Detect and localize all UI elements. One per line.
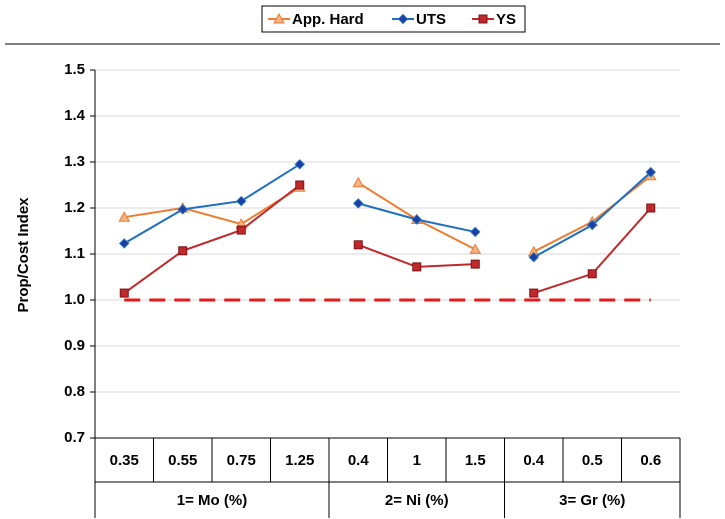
y-tick-label: 0.9 <box>64 337 85 354</box>
marker <box>397 13 409 25</box>
marker <box>353 240 363 250</box>
y-tick-label: 1.5 <box>64 61 85 78</box>
legend-label: YS <box>496 11 516 28</box>
marker <box>478 14 488 24</box>
marker <box>587 269 597 279</box>
marker <box>352 176 365 188</box>
marker <box>273 12 285 24</box>
marker <box>294 159 305 170</box>
y-tick-label: 1.4 <box>64 107 86 124</box>
marker <box>118 211 131 222</box>
series-line <box>533 171 652 259</box>
y-tick-label: 0.8 <box>64 383 85 400</box>
marker <box>177 204 188 215</box>
x-tick-label: 0.75 <box>227 452 256 469</box>
legend-label: App. Hard <box>292 11 364 28</box>
group-label: 3= Gr (%) <box>559 492 625 509</box>
series-line <box>124 186 301 226</box>
y-tick-label: 0.7 <box>64 429 85 446</box>
x-tick-label: 0.6 <box>640 452 661 469</box>
marker <box>528 252 539 263</box>
x-tick-label: 0.5 <box>582 452 603 469</box>
group-label: 2= Ni (%) <box>385 492 449 509</box>
series-line <box>123 184 301 294</box>
marker <box>412 262 422 272</box>
legend-label: UTS <box>416 11 446 28</box>
marker <box>353 198 364 209</box>
marker <box>645 166 656 178</box>
x-tick-label: 0.55 <box>168 452 197 469</box>
group-label: 1= Mo (%) <box>177 492 247 509</box>
marker <box>587 219 598 231</box>
marker <box>469 243 482 254</box>
x-tick-label: 0.4 <box>523 452 545 469</box>
y-tick-label: 1.0 <box>64 291 85 308</box>
marker <box>119 238 130 249</box>
y-tick-label: 1.1 <box>64 245 85 262</box>
marker <box>295 180 305 190</box>
y-tick-label: 1.3 <box>64 153 85 170</box>
series-line <box>123 163 301 245</box>
y-axis-title: Prop/Cost Index <box>15 197 32 313</box>
marker <box>119 288 129 298</box>
x-tick-label: 0.4 <box>348 452 370 469</box>
x-tick-label: 1.25 <box>285 452 314 469</box>
y-tick-label: 1.2 <box>64 199 85 216</box>
marker <box>236 225 246 235</box>
x-tick-label: 1 <box>413 452 421 469</box>
marker <box>236 195 247 207</box>
marker <box>178 246 188 256</box>
marker <box>470 259 480 269</box>
x-tick-label: 1.5 <box>465 452 486 469</box>
marker <box>646 203 656 213</box>
marker <box>470 226 481 238</box>
x-tick-label: 0.35 <box>110 452 139 469</box>
marker <box>529 288 539 298</box>
marker <box>411 214 422 225</box>
